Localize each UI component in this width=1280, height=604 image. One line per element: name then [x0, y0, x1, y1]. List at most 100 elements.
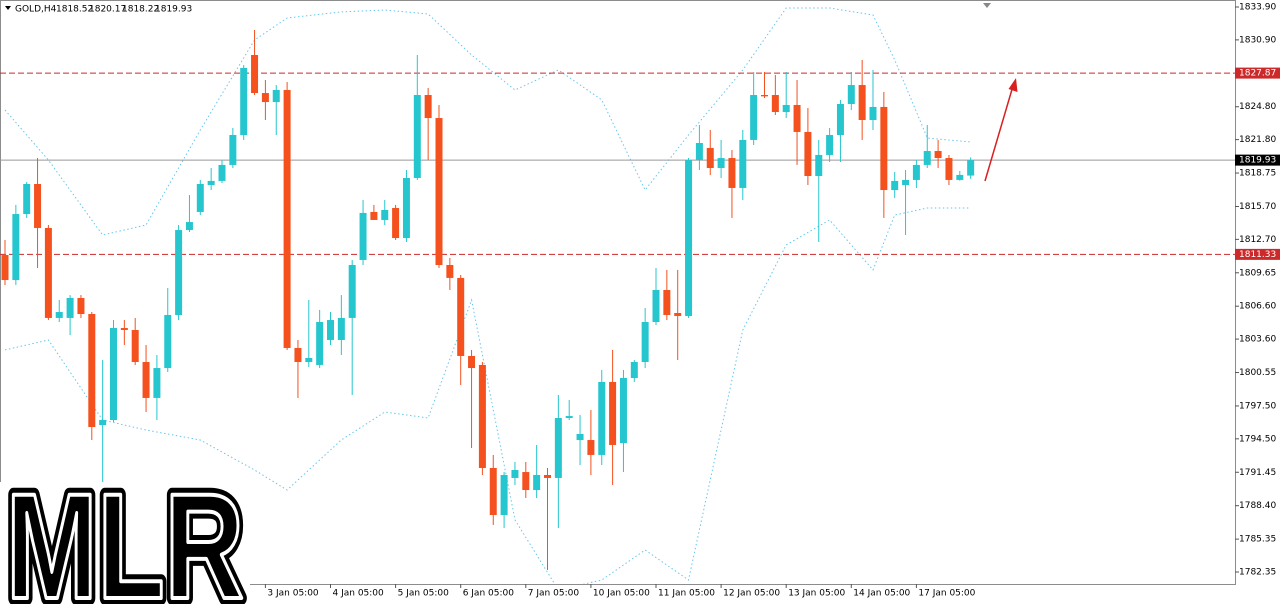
level-tag	[1235, 67, 1280, 79]
candle-body	[630, 362, 638, 379]
candle-body	[695, 143, 703, 161]
candle-body	[793, 104, 801, 132]
plot-frame	[0, 0, 1236, 585]
candle-body	[131, 329, 139, 363]
symbol: GOLD,H4	[15, 5, 57, 15]
shift-marker	[983, 3, 991, 8]
header-close: 1819.93	[155, 5, 192, 15]
y-tick-label: 1830.90	[1239, 35, 1276, 45]
candle-body	[12, 214, 20, 281]
y-tick-label: 1806.60	[1239, 302, 1276, 312]
candle-body	[771, 95, 779, 112]
price-tag	[1235, 154, 1280, 166]
candle-body	[967, 160, 975, 176]
y-tick-label: 1797.50	[1239, 401, 1276, 411]
candle-body	[402, 177, 410, 239]
y-tick-label: 1815.70	[1239, 202, 1276, 212]
y-tick-label: 1818.75	[1239, 169, 1276, 179]
candle-body	[847, 85, 855, 104]
candle-body	[533, 475, 541, 491]
candle-body	[435, 118, 443, 266]
candle-body	[761, 95, 768, 97]
candle-body	[261, 93, 269, 103]
candle-body	[218, 164, 226, 181]
candle-body	[240, 67, 248, 136]
candle-body	[294, 347, 302, 363]
candle-body	[685, 160, 693, 316]
candle-body	[44, 227, 52, 318]
y-tick-label: 1821.80	[1239, 135, 1276, 145]
candle-body	[641, 321, 649, 363]
header-open: 1818.52	[56, 5, 93, 15]
x-tick-label: 10 Jan 05:00	[593, 589, 650, 599]
candle-body	[370, 211, 378, 220]
menu-triangle	[5, 6, 11, 10]
y-tick-label: 1824.80	[1239, 102, 1276, 112]
y-tick-label: 1800.55	[1239, 368, 1276, 378]
candle-body	[891, 180, 899, 191]
y-tick-label: 1782.35	[1239, 568, 1276, 578]
candle-body	[804, 131, 812, 177]
header-low: 1818.22	[122, 5, 159, 15]
candle-body	[489, 467, 497, 516]
candle-body	[251, 55, 259, 94]
x-tick-label: 7 Jan 05:00	[528, 589, 580, 599]
x-tick-label: 11 Jan 05:00	[658, 589, 715, 599]
candle-body	[413, 95, 421, 178]
candle-body	[337, 317, 345, 340]
y-tick-label: 1803.60	[1239, 335, 1276, 345]
x-tick-label: 5 Jan 05:00	[398, 589, 450, 599]
x-tick-label: 4 Jan 05:00	[333, 589, 385, 599]
candle-body	[468, 355, 476, 369]
candle-body	[229, 135, 237, 165]
header-high: 1820.17	[89, 5, 126, 15]
band-upper	[4, 7, 971, 236]
candle-body	[478, 364, 486, 468]
candle-body	[88, 313, 96, 427]
candle-body	[565, 416, 573, 419]
candle-body	[945, 158, 953, 180]
candle-body	[522, 472, 530, 491]
levels-layer: 1827.87 1811.33 1819.93	[0, 67, 1280, 260]
x-tick-label: 12 Jan 05:00	[723, 589, 780, 599]
candle-body	[934, 151, 942, 159]
candle-body	[153, 368, 161, 398]
x-tick-label: 14 Jan 05:00	[853, 589, 910, 599]
candle-body	[457, 277, 465, 356]
level-label: 1811.33	[1239, 250, 1276, 260]
axes-layer: 1833.90 1830.90 1824.80 1821.80 1818.75 1815.…	[264, 3, 1276, 599]
candle-body	[99, 419, 107, 426]
candle-body	[77, 297, 85, 314]
candle-body	[619, 378, 627, 443]
candle-body	[424, 95, 432, 119]
candle-body	[587, 440, 595, 455]
candle-body	[359, 212, 367, 260]
candle-body	[110, 328, 117, 420]
candle-body	[34, 184, 42, 228]
candle-body	[902, 179, 910, 185]
candle-body	[544, 475, 551, 478]
header: GOLD,H4 1818.52 1820.17 1818.22 1819.93	[15, 5, 192, 15]
candle-body	[207, 180, 215, 185]
candle-body	[305, 357, 313, 363]
candle-body	[598, 381, 606, 455]
watermark-outline: MLR	[6, 462, 244, 604]
bands-layer	[4, 7, 971, 584]
candle-body	[782, 104, 790, 112]
candle-body	[164, 314, 172, 369]
y-tick-label: 1788.40	[1239, 501, 1276, 511]
candle-body	[185, 222, 193, 231]
candle-body	[750, 95, 758, 140]
candle-body	[674, 313, 682, 316]
candle-body	[815, 154, 823, 177]
candle-body	[23, 184, 31, 215]
y-tick-label: 1809.65	[1239, 268, 1276, 278]
candle-body	[728, 158, 736, 188]
candle-body	[1, 255, 9, 281]
candle-body	[956, 174, 964, 180]
level-tag	[1235, 248, 1280, 260]
candle-body	[609, 381, 617, 445]
candle-body	[923, 151, 931, 165]
